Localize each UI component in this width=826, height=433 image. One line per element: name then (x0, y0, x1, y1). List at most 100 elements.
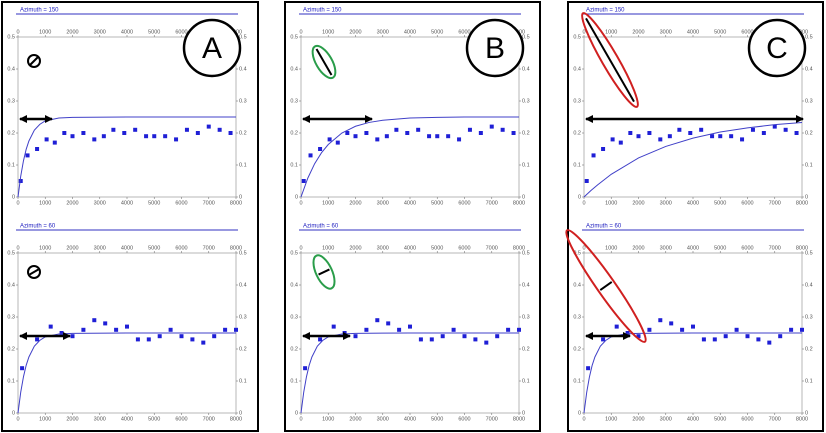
x-tick-label: 5000 (431, 416, 443, 422)
panel-frame (567, 1, 824, 432)
data-point (81, 131, 86, 135)
data-point (750, 127, 755, 132)
anisotropy-ellipse (311, 44, 337, 80)
data-point (701, 337, 706, 342)
data-point (451, 327, 456, 332)
x-tick-label: 3000 (94, 416, 106, 422)
x-tick-label: 1000 (322, 245, 334, 251)
data-point (405, 131, 410, 135)
y2-tick-label: 0.5 (805, 250, 813, 256)
data-point (234, 327, 238, 332)
x-tick-label: 8000 (513, 200, 525, 206)
data-point (20, 366, 25, 371)
x-tick-label: 3000 (94, 245, 106, 251)
y-tick-label: 0.2 (290, 130, 298, 136)
x-tick-label: 3000 (377, 29, 389, 35)
x-tick-label: 3000 (660, 245, 672, 251)
data-point (364, 131, 369, 135)
x-tick-label: 7000 (769, 200, 781, 206)
range-arrows (19, 115, 804, 340)
x-tick-label: 8000 (230, 416, 242, 422)
data-point (223, 327, 228, 332)
chart-title: Azimuth = 60 (303, 224, 339, 230)
y-tick-label: 0 (578, 410, 581, 416)
x-tick-label: 5000 (714, 29, 726, 35)
x-tick-label: 1000 (322, 200, 334, 206)
anisotropy-icons (27, 12, 647, 343)
x-tick-label: 0 (16, 416, 19, 422)
data-point (435, 134, 440, 139)
x-tick-label: 6000 (741, 245, 753, 251)
chart-title: Azimuth = 150 (20, 8, 59, 14)
data-point (111, 127, 116, 132)
y-tick-label: 0.3 (573, 314, 581, 320)
chart-title: Azimuth = 60 (20, 224, 56, 230)
x-tick-label: 2000 (66, 245, 78, 251)
data-point (44, 137, 49, 142)
x-tick-label: 8000 (230, 245, 242, 251)
ellipse-axis (585, 17, 635, 103)
x-tick-label: 1000 (605, 416, 617, 422)
data-point (331, 324, 336, 329)
x-tick-label: 6000 (741, 29, 753, 35)
x-tick-label: 4000 (121, 245, 133, 251)
panel-badge (182, 18, 242, 78)
x-tick-label: 4000 (687, 416, 699, 422)
data-point (25, 153, 30, 158)
y-tick-label: 0.3 (290, 314, 298, 320)
y2-tick-label: 0.4 (239, 282, 247, 288)
x-tick-label: 2000 (632, 416, 644, 422)
data-point (591, 153, 596, 158)
data-point (636, 334, 641, 339)
model-line (583, 121, 803, 198)
y-tick-label: 0.5 (290, 34, 298, 40)
x-tick-label: 0 (299, 245, 302, 251)
x-tick-label: 2000 (349, 245, 361, 251)
y-tick-label: 0.5 (573, 34, 581, 40)
data-point (174, 137, 179, 142)
x-tick-label: 3000 (660, 416, 672, 422)
data-point (18, 179, 23, 183)
x-tick-label: 4000 (121, 200, 133, 206)
data-point (101, 134, 106, 139)
y2-tick-label: 0.3 (522, 98, 530, 104)
data-point (601, 147, 606, 151)
data-point (81, 327, 86, 332)
x-tick-label: 0 (582, 200, 585, 206)
data-point (462, 334, 467, 339)
y2-tick-label: 0.5 (522, 34, 530, 40)
x-tick-label: 7000 (769, 245, 781, 251)
y2-tick-label: 0.4 (522, 282, 530, 288)
x-tick-label: 2000 (632, 245, 644, 251)
data-point (179, 334, 184, 339)
panel-badge (465, 18, 525, 78)
y2-tick-label: 0.1 (805, 378, 813, 384)
data-point (212, 334, 217, 339)
y-tick-label: 0.2 (7, 346, 15, 352)
data-point (495, 334, 500, 339)
x-tick-label: 5000 (714, 416, 726, 422)
data-point (114, 327, 119, 332)
x-tick-label: 3000 (660, 200, 672, 206)
x-tick-label: 6000 (741, 200, 753, 206)
x-tick-label: 4000 (687, 200, 699, 206)
y2-tick-label: 0.2 (522, 130, 530, 136)
data-point (740, 137, 745, 142)
data-point (122, 131, 127, 135)
y2-tick-label: 0.3 (522, 314, 530, 320)
data-point (723, 334, 728, 339)
x-tick-label: 6000 (458, 245, 470, 251)
model-line (583, 332, 802, 414)
x-tick-label: 0 (16, 200, 19, 206)
data-point (478, 131, 483, 135)
data-point (386, 321, 391, 326)
data-point (601, 337, 606, 342)
y2-tick-label: 0.1 (239, 378, 247, 384)
data-point (734, 327, 739, 332)
x-tick-label: 8000 (513, 416, 525, 422)
y2-tick-label: 0.3 (805, 314, 813, 320)
x-tick-label: 1000 (605, 29, 617, 35)
y2-tick-label: 0.2 (805, 130, 813, 136)
x-tick-label: 8000 (796, 29, 808, 35)
data-point (761, 131, 766, 135)
